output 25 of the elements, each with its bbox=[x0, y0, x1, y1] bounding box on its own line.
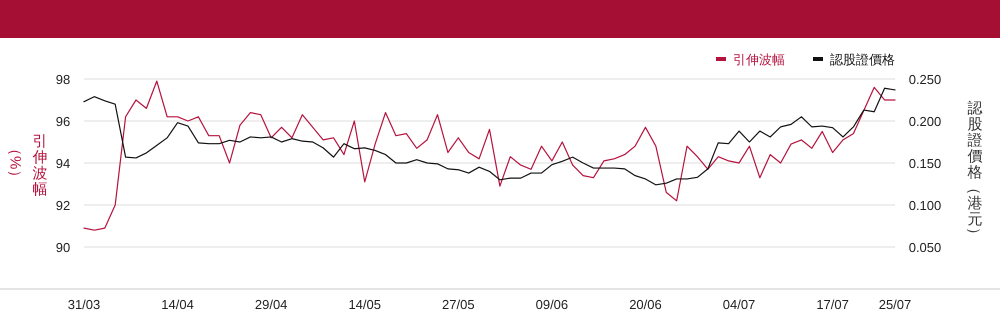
y-tick-label: 98 bbox=[56, 72, 70, 87]
x-tick-label: 29/04 bbox=[254, 297, 288, 312]
x-tick-label: 14/04 bbox=[161, 297, 194, 312]
x-tick-label: 17/07 bbox=[816, 297, 849, 312]
y2-tick-label: 0.100 bbox=[908, 198, 942, 213]
x-tick-label: 09/06 bbox=[536, 297, 568, 312]
legend-label: 認股證價格 bbox=[830, 52, 895, 67]
y2-tick-label: 0.200 bbox=[908, 114, 942, 129]
y-tick-label: 90 bbox=[56, 240, 70, 255]
y2-tick-label: 0.250 bbox=[908, 72, 942, 87]
y-tick-label: 92 bbox=[56, 198, 70, 213]
legend-label: 引伸波幅 bbox=[733, 52, 785, 67]
text: 認股證價格（港元） bbox=[965, 100, 982, 242]
x-tick-label: 20/06 bbox=[629, 297, 662, 312]
y2-tick-label: 0.150 bbox=[908, 156, 942, 171]
x-tick-label: 25/07 bbox=[878, 297, 912, 312]
y-tick-label: 96 bbox=[56, 114, 70, 129]
line-series bbox=[83, 88, 896, 186]
x-tick-label: 27/05 bbox=[442, 297, 475, 312]
x-tick-label: 31/03 bbox=[68, 297, 100, 312]
x-tick-label: 14/05 bbox=[348, 297, 382, 312]
y2-tick-label: 0.050 bbox=[908, 240, 942, 255]
line-series bbox=[83, 80, 896, 231]
y-tick-label: 94 bbox=[56, 156, 70, 171]
x-tick-label: 04/07 bbox=[722, 297, 756, 312]
